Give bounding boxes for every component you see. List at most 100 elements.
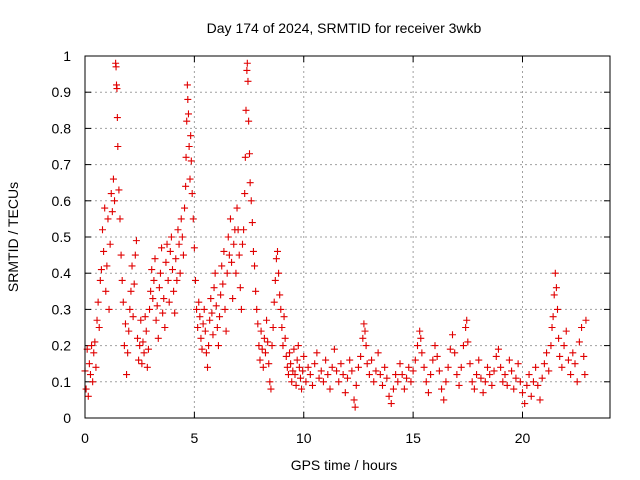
data-point (354, 363, 362, 371)
data-point (581, 371, 589, 379)
data-point (253, 305, 261, 313)
data-point (550, 291, 558, 299)
data-point (92, 363, 100, 371)
data-point (111, 197, 119, 205)
data-point (330, 345, 338, 353)
data-point (104, 215, 112, 223)
data-point (335, 378, 343, 386)
data-point (144, 345, 152, 353)
data-point (556, 352, 564, 360)
data-point (560, 342, 568, 350)
data-point (479, 389, 487, 397)
data-point (248, 219, 256, 227)
data-point (311, 360, 319, 368)
data-point (370, 378, 378, 386)
data-point (435, 367, 443, 375)
data-point (222, 327, 230, 335)
data-point (357, 352, 365, 360)
data-point (525, 371, 533, 379)
data-point (125, 327, 133, 335)
data-point (536, 396, 544, 404)
data-point (177, 215, 185, 223)
data-point (532, 363, 540, 371)
data-point (300, 352, 308, 360)
data-point (389, 385, 397, 393)
data-point (160, 295, 168, 303)
data-point (172, 255, 180, 263)
data-point (283, 363, 291, 371)
data-point (114, 143, 122, 150)
data-point (105, 305, 113, 313)
data-point (121, 320, 129, 328)
data-point (189, 215, 197, 223)
data-point (115, 186, 123, 194)
data-point (290, 345, 298, 353)
data-point (555, 334, 563, 342)
chart-title: Day 174 of 2024, SRMTID for receiver 3wk… (207, 20, 482, 36)
data-point (120, 342, 128, 350)
data-point (409, 367, 417, 375)
data-point (538, 374, 546, 382)
data-point (107, 190, 115, 198)
data-point (519, 389, 526, 397)
data-point (264, 338, 272, 346)
data-point (201, 327, 209, 335)
data-point (198, 345, 206, 353)
data-point (171, 309, 179, 317)
data-point (527, 392, 535, 400)
data-point (313, 349, 321, 357)
data-point (151, 255, 159, 263)
data-point (141, 313, 149, 321)
data-point (548, 324, 556, 331)
data-point (477, 374, 485, 382)
y-tick-label: 0.6 (52, 193, 72, 209)
data-point (268, 342, 276, 350)
data-point (540, 360, 548, 368)
data-point (299, 367, 307, 375)
data-point (486, 371, 494, 379)
data-point (156, 269, 164, 277)
data-point (182, 153, 190, 161)
data-point (339, 371, 347, 379)
data-point (554, 305, 561, 313)
data-point (328, 363, 336, 371)
data-point (241, 153, 249, 161)
data-point (135, 356, 143, 364)
y-axis-label: SRMTID / TECUs (5, 182, 21, 292)
data-point (277, 305, 285, 313)
x-tick-label: 0 (81, 430, 89, 446)
data-point (529, 378, 537, 386)
x-tick-label: 5 (190, 430, 198, 446)
data-point (95, 324, 103, 331)
data-point (243, 66, 251, 74)
data-point (85, 360, 93, 368)
data-point (306, 371, 314, 379)
data-point (226, 215, 234, 223)
data-point (265, 360, 273, 368)
data-point (108, 208, 116, 216)
data-point (183, 117, 191, 125)
data-point (501, 371, 509, 379)
data-point (204, 363, 211, 371)
data-point (383, 374, 391, 382)
data-point (564, 356, 572, 364)
data-point (178, 233, 186, 241)
data-point (129, 313, 137, 321)
data-point (140, 349, 148, 357)
data-point (93, 316, 101, 324)
data-point (562, 327, 570, 335)
data-point (387, 400, 395, 408)
data-point (247, 197, 255, 205)
data-point (249, 247, 257, 255)
data-point (193, 305, 201, 313)
data-point (403, 374, 411, 382)
data-point (578, 324, 586, 331)
data-point (154, 334, 162, 342)
data-point (84, 392, 92, 400)
data-point (170, 287, 178, 295)
data-point (179, 251, 187, 259)
data-point (96, 276, 104, 284)
data-point (558, 363, 566, 371)
data-point (209, 331, 217, 339)
data-point (195, 298, 203, 306)
